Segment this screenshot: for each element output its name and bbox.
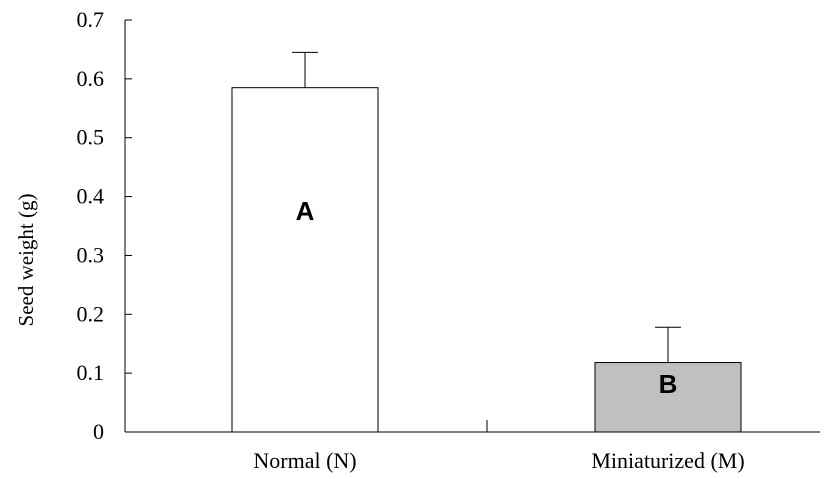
y-tick-label: 0.7 bbox=[77, 7, 105, 32]
x-axis-categories: Normal (N) Miniaturized (M) bbox=[253, 448, 744, 473]
bar bbox=[594, 362, 742, 433]
y-tick-label: 0 bbox=[93, 419, 104, 444]
bar-letter-label: A bbox=[296, 196, 315, 226]
y-axis-label: Seed weight (g) bbox=[14, 194, 38, 327]
y-tick-label: 0.1 bbox=[77, 360, 105, 385]
y-axis-ticks: 0 0.1 0.2 0.3 0.4 0.5 0.6 0.7 bbox=[77, 7, 132, 444]
y-tick-label: 0.2 bbox=[77, 301, 105, 326]
y-tick-label: 0.4 bbox=[77, 184, 105, 209]
chart-bars: AB bbox=[231, 51, 742, 433]
x-category-label: Miniaturized (M) bbox=[591, 448, 744, 473]
y-tick-label: 0.5 bbox=[77, 125, 105, 150]
bar bbox=[231, 87, 379, 433]
bar-letter-label: B bbox=[659, 369, 678, 399]
y-tick-label: 0.3 bbox=[77, 242, 105, 267]
x-category-label: Normal (N) bbox=[253, 448, 356, 473]
y-tick-label: 0.6 bbox=[77, 66, 105, 91]
